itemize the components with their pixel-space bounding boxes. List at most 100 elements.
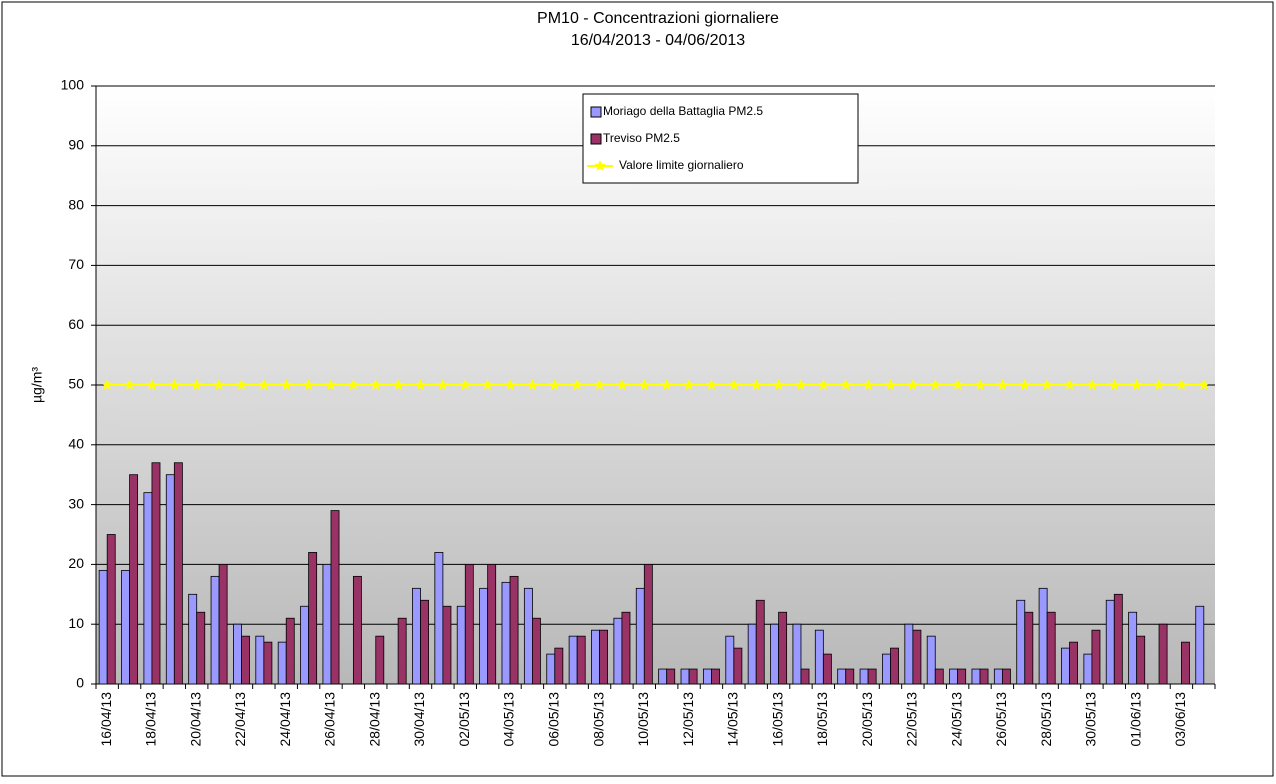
x-tick-label: 30/05/13 <box>1083 692 1099 747</box>
bar <box>949 668 959 685</box>
line-marker <box>146 379 158 390</box>
bar <box>188 593 198 685</box>
bar <box>285 617 295 685</box>
y-tick-label: 80 <box>68 196 84 212</box>
line-marker <box>1108 379 1120 390</box>
legend-swatch <box>590 133 602 145</box>
bar <box>420 599 429 685</box>
bar <box>904 623 914 685</box>
line-marker <box>974 379 986 390</box>
bar <box>591 629 600 685</box>
bar <box>845 668 855 685</box>
y-tick-label: 30 <box>68 495 84 511</box>
bar <box>352 575 362 685</box>
bar <box>165 474 175 685</box>
x-tick-label: 24/04/13 <box>277 692 293 747</box>
line-marker <box>683 379 695 390</box>
line-marker <box>347 379 360 390</box>
bar <box>1195 605 1205 685</box>
bar <box>725 635 735 685</box>
bar <box>308 552 318 685</box>
bar <box>464 564 474 685</box>
bar <box>971 668 981 685</box>
x-tick-label: 22/04/13 <box>232 692 248 747</box>
bar <box>1061 647 1070 685</box>
line-marker <box>907 379 919 390</box>
x-tick-label: 30/04/13 <box>411 692 427 747</box>
bar <box>210 575 220 685</box>
bar <box>1181 641 1190 685</box>
bar <box>635 587 645 685</box>
x-tick-label: 24/05/13 <box>948 692 964 747</box>
bar <box>1158 623 1168 685</box>
bar <box>658 668 668 685</box>
x-tick-label: 26/04/13 <box>322 692 338 747</box>
bar <box>1113 593 1123 685</box>
line-marker <box>459 379 471 390</box>
y-tick-label: 40 <box>68 436 84 452</box>
line-marker <box>414 379 427 390</box>
line-marker <box>951 379 964 390</box>
line-marker <box>123 379 136 390</box>
y-tick-label: 10 <box>68 615 84 631</box>
line-marker <box>101 379 113 390</box>
chart-subtitle: 16/04/2013 - 04/06/2013 <box>571 32 745 49</box>
bar <box>576 635 586 685</box>
line-marker <box>795 379 807 390</box>
line-marker <box>593 379 606 390</box>
bar <box>755 599 765 685</box>
bar <box>330 510 340 685</box>
bar <box>106 534 116 685</box>
bar <box>800 668 810 685</box>
x-tick-label: 12/05/13 <box>680 692 696 747</box>
legend-label: Moriago della Battaglia PM2.5 <box>603 104 763 118</box>
line-marker <box>1063 379 1076 390</box>
bar <box>241 635 250 685</box>
bar <box>1136 635 1146 685</box>
bar <box>255 635 265 685</box>
line-marker <box>772 379 785 390</box>
bar <box>397 617 407 685</box>
bar <box>129 474 139 685</box>
line-marker <box>1041 379 1053 390</box>
line-marker <box>616 379 628 390</box>
bar <box>218 564 228 685</box>
bar <box>979 668 989 685</box>
bar <box>1046 611 1056 685</box>
bar <box>1038 587 1048 685</box>
bar <box>1024 611 1034 685</box>
bar <box>277 641 287 685</box>
line-marker <box>168 379 180 390</box>
x-tick-label: 26/05/13 <box>993 692 1009 747</box>
x-tick-label: 22/05/13 <box>904 692 920 747</box>
line-marker <box>661 379 673 390</box>
bar <box>912 629 922 685</box>
line-marker <box>481 379 494 390</box>
legend-marker <box>594 160 606 171</box>
bar <box>680 668 690 685</box>
bar <box>733 647 743 685</box>
line-marker <box>996 379 1009 390</box>
y-tick-label: 0 <box>76 675 84 691</box>
bar <box>666 668 676 685</box>
bar <box>621 611 631 685</box>
legend-box <box>582 93 859 184</box>
bar <box>300 605 310 685</box>
line-marker <box>571 379 583 390</box>
line-marker <box>1131 379 1143 390</box>
bar <box>867 668 877 685</box>
bar <box>501 581 511 685</box>
x-tick-label: 16/04/13 <box>98 692 114 747</box>
line-marker <box>884 379 897 390</box>
x-tick-label: 01/06/13 <box>1127 692 1143 747</box>
bar <box>1001 668 1011 685</box>
y-tick-label: 60 <box>68 316 84 332</box>
x-tick-label: 20/05/13 <box>859 692 875 747</box>
bar <box>859 668 869 685</box>
bar <box>814 629 824 685</box>
x-tick-label: 20/04/13 <box>187 692 203 747</box>
bar <box>822 653 832 685</box>
line-marker <box>638 379 650 390</box>
x-tick-label: 18/04/13 <box>143 692 159 747</box>
bar <box>196 611 206 685</box>
